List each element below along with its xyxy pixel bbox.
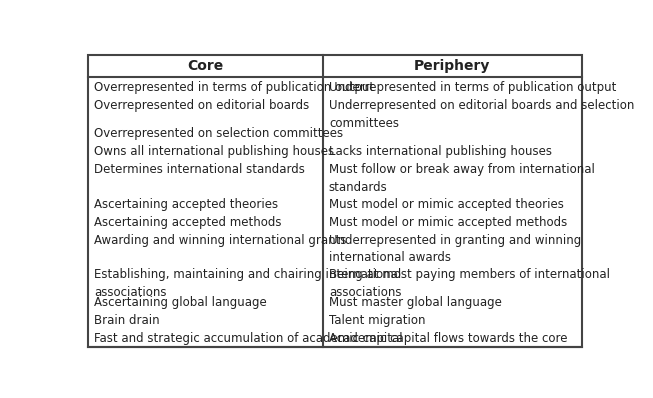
Text: Underrepresented on editorial boards and selection
committees: Underrepresented on editorial boards and… xyxy=(329,99,634,130)
Text: Being at most paying members of international
associations: Being at most paying members of internat… xyxy=(329,268,610,299)
Text: Periphery: Periphery xyxy=(414,59,490,73)
Text: Overrepresented on selection committees: Overrepresented on selection committees xyxy=(94,127,343,140)
Text: Owns all international publishing houses: Owns all international publishing houses xyxy=(94,145,334,158)
Text: Establishing, maintaining and chairing international
associations: Establishing, maintaining and chairing i… xyxy=(94,268,401,299)
Text: Academic capital flows towards the core: Academic capital flows towards the core xyxy=(329,332,567,345)
Text: Lacks international publishing houses: Lacks international publishing houses xyxy=(329,145,552,158)
Text: Underrepresented in granting and winning
international awards: Underrepresented in granting and winning… xyxy=(329,234,581,264)
Text: Core: Core xyxy=(187,59,223,73)
Text: Overrepresented on editorial boards: Overrepresented on editorial boards xyxy=(94,99,309,112)
Text: Must master global language: Must master global language xyxy=(329,297,502,310)
Text: Must model or mimic accepted methods: Must model or mimic accepted methods xyxy=(329,216,567,229)
Text: Awarding and winning international grants: Awarding and winning international grant… xyxy=(94,234,346,247)
Text: Brain drain: Brain drain xyxy=(94,314,159,328)
Text: Overrepresented in terms of publication output: Overrepresented in terms of publication … xyxy=(94,81,374,94)
Text: Ascertaining accepted theories: Ascertaining accepted theories xyxy=(94,198,278,211)
Text: Talent migration: Talent migration xyxy=(329,314,425,328)
Text: Must follow or break away from international
standards: Must follow or break away from internati… xyxy=(329,164,595,194)
Text: Underrepresented in terms of publication output: Underrepresented in terms of publication… xyxy=(329,81,616,94)
Text: Fast and strategic accumulation of academic capital: Fast and strategic accumulation of acade… xyxy=(94,332,402,345)
Text: Ascertaining global language: Ascertaining global language xyxy=(94,297,266,310)
Text: Ascertaining accepted methods: Ascertaining accepted methods xyxy=(94,216,281,229)
Text: Determines international standards: Determines international standards xyxy=(94,164,305,176)
Text: Must model or mimic accepted theories: Must model or mimic accepted theories xyxy=(329,198,564,211)
